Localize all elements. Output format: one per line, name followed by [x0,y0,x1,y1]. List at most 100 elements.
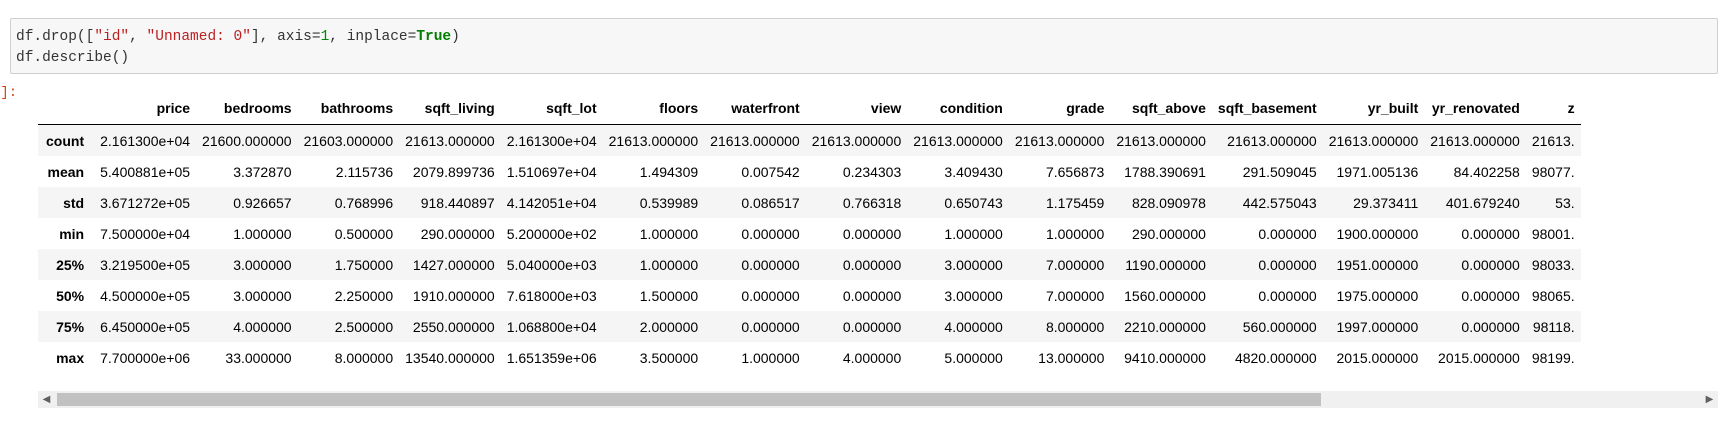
table-cell: 21613.000000 [1227,132,1317,149]
table-cell: 1951.000000 [1336,256,1419,273]
table-cell: 0.000000 [741,318,800,335]
column-header: sqft_living [399,92,501,125]
table-cell: 1971.005136 [1336,163,1419,180]
code-line-2: df.describe() [16,50,130,66]
table-cell: 21613.000000 [913,132,1003,149]
table-cell: 98033. [1531,256,1575,273]
code-token: , inplace= [329,29,417,45]
table-cell: 0.000000 [842,318,902,335]
row-label: max [56,349,85,366]
table-cell: 3.000000 [944,287,1003,304]
code-cell[interactable]: df.drop(["id", "Unnamed: 0"], axis=1, in… [10,18,1718,74]
table-cell: 3.372870 [233,163,292,180]
table-cell: 0.000000 [842,225,902,242]
row-label: 25% [56,256,85,273]
table-cell: 9410.000000 [1124,349,1206,366]
table-cell: 0.000000 [1461,225,1520,242]
index-header [38,92,95,125]
table-cell: 290.000000 [420,225,495,242]
horizontal-scrollbar[interactable]: ◀ ▶ [38,391,1718,408]
table-cell: 0.000000 [1258,225,1317,242]
code-string: "id" [94,29,130,45]
table-cell: 2.000000 [639,318,699,335]
table-cell: 3.000000 [944,256,1003,273]
table-cell: 4.000000 [944,318,1003,335]
header-row: price bedrooms bathrooms sqft_living sqf… [38,92,1581,125]
table-cell: 1.500000 [639,287,699,304]
table-cell: 21603.000000 [303,132,394,149]
table-cell: 291.509045 [1242,163,1317,180]
table-cell: 2.161300e+04 [506,132,597,149]
table-row: 75% 6.450000e+05 4.000000 2.500000 2550.0000… [38,311,1581,342]
table-cell: 1.750000 [334,256,394,273]
table-cell: 53. [1555,194,1575,211]
table-cell: 0.000000 [741,225,800,242]
code-number: 1 [320,29,330,45]
table-cell: 2079.899736 [412,163,495,180]
column-header: grade [1008,92,1111,125]
table-cell: 98001. [1531,225,1575,242]
table-cell: 0.000000 [842,256,902,273]
table-cell: 5.040000e+03 [506,256,597,273]
table-cell: 21613.000000 [608,132,699,149]
table-cell: 33.000000 [225,349,292,366]
table-cell: 1.000000 [639,225,699,242]
table-cell: 0.539989 [639,194,699,211]
table-cell: 3.409430 [944,163,1003,180]
table-cell: 4.142051e+04 [506,194,597,211]
table-cell: 98199. [1531,349,1575,366]
describe-table: price bedrooms bathrooms sqft_living sqf… [38,92,1581,373]
table-cell: 2.161300e+04 [100,132,191,149]
table-cell: 2.500000 [334,318,394,335]
table-cell: 5.200000e+02 [506,225,597,242]
scroll-right-arrow-icon[interactable]: ▶ [1705,394,1714,405]
row-label: count [46,132,85,149]
table-cell: 3.671272e+05 [100,194,191,211]
table-cell: 1.494309 [639,163,699,180]
table-cell: 7.656873 [1045,163,1105,180]
scroll-left-arrow-icon[interactable]: ◀ [42,394,51,405]
table-cell: 1788.390691 [1124,163,1206,180]
table-cell: 13.000000 [1038,349,1105,366]
row-label: mean [47,163,85,180]
table-cell: 21613.000000 [1014,132,1105,149]
table-cell: 29.373411 [1353,194,1419,211]
table-cell: 21613.000000 [811,132,902,149]
column-header: z [1525,92,1581,125]
code-line-1: df.drop(["id", "Unnamed: 0"], axis=1, in… [16,29,460,45]
scrollbar-thumb[interactable] [57,393,1321,406]
table-row: count 2.161300e+04 21600.000000 21603.00000… [38,124,1581,156]
table-row: min 7.500000e+04 1.000000 0.500000 290.00000… [38,218,1581,249]
row-label: std [63,194,85,211]
table-cell: 6.450000e+05 [100,318,191,335]
column-header: waterfront [704,92,806,125]
table-cell: 1.068800e+04 [506,318,597,335]
row-label: 50% [56,287,85,304]
code-token: ], axis= [250,29,321,45]
table-cell: 0.650743 [944,194,1003,211]
table-cell: 98118. [1532,318,1575,335]
table-cell: 442.575043 [1242,194,1317,211]
table-cell: 3.000000 [233,256,292,273]
table-cell: 1.000000 [741,349,800,366]
table-cell: 98077. [1531,163,1575,180]
column-header: condition [907,92,1009,125]
table-cell: 2015.000000 [1438,349,1520,366]
table-cell: 1.175459 [1045,194,1105,211]
table-cell: 98065. [1531,287,1575,304]
table-cell: 0.500000 [334,225,394,242]
code-token: df.drop([ [16,29,95,45]
table-cell: 5.000000 [944,349,1003,366]
table-cell: 21613.000000 [1328,132,1419,149]
table-row: max 7.700000e+06 33.000000 8.000000 13540.00… [38,342,1581,373]
table-cell: 4.000000 [233,318,292,335]
table-cell: 21600.000000 [202,132,292,149]
table-cell: 1910.000000 [412,287,495,304]
table-cell: 0.000000 [1258,256,1317,273]
table-cell: 0.000000 [741,287,800,304]
table-cell: 7.000000 [1045,256,1105,273]
table-cell: 21613. [1531,132,1575,149]
table-cell: 918.440897 [420,194,495,211]
code-token: ) [451,29,460,45]
table-cell: 21613.000000 [1116,132,1206,149]
